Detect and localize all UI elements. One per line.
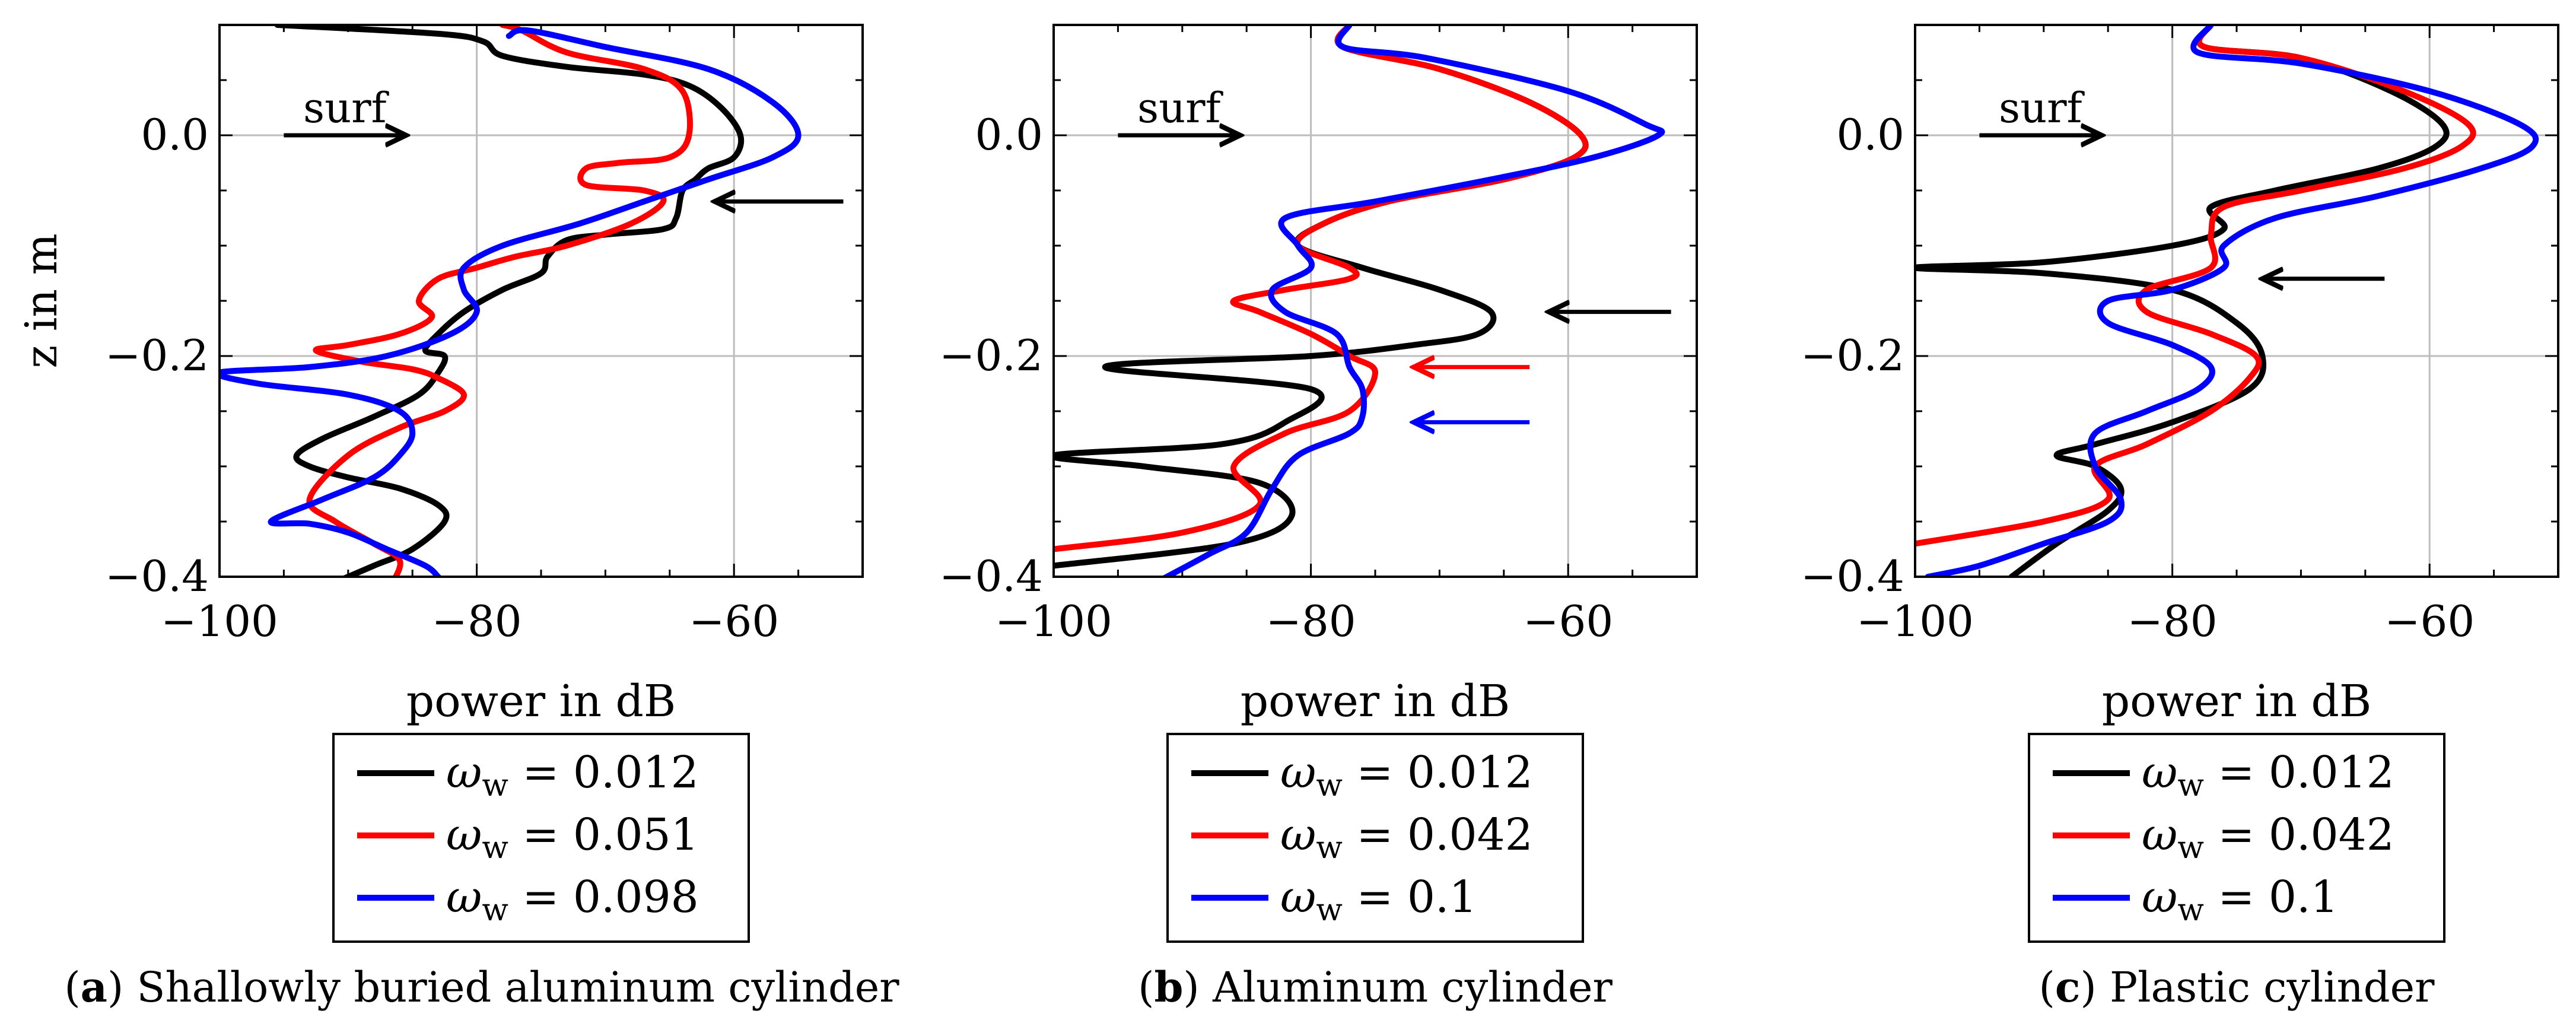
x-tick-label: −60: [2384, 596, 2475, 646]
series-line-1: [1915, 25, 2450, 577]
legend-entry: ωw = 0.012: [2142, 747, 2394, 803]
panel-caption: (a) Shallowly buried aluminum cylinder: [64, 962, 899, 1012]
y-tick-label: 0.0: [975, 110, 1043, 160]
y-tick-label: −0.2: [105, 330, 209, 380]
legend-entry: ωw = 0.1: [1280, 872, 1477, 928]
annotation-label: surf: [1137, 84, 1223, 132]
series-line-3: [1925, 25, 2539, 577]
y-tick-label: −0.4: [1801, 551, 1904, 601]
plot-frame: [1052, 24, 1698, 578]
x-tick-label: −100: [1856, 596, 1974, 646]
legend-entry: ωw = 0.051: [446, 809, 699, 866]
y-tick-label: 0.0: [1836, 110, 1904, 160]
y-axis-label: z in m: [16, 233, 67, 368]
legend-entry: ωw = 0.012: [446, 747, 699, 803]
x-tick-label: −100: [995, 596, 1112, 646]
series-group: [220, 25, 802, 577]
x-tick-label: −80: [2127, 596, 2218, 646]
legend-entry: ωw = 0.012: [1280, 747, 1533, 803]
legend-entry: ωw = 0.042: [2142, 809, 2394, 866]
annotation-label: surf: [303, 84, 389, 132]
x-tick-label: −80: [432, 596, 522, 646]
annotation-label: surf: [1999, 84, 2085, 132]
panel-caption: (c) Plastic cylinder: [2039, 962, 2435, 1012]
plot-frame: [218, 24, 864, 578]
series-group: [1054, 25, 1665, 577]
series-line-1: [274, 25, 745, 577]
y-tick-label: −0.4: [939, 551, 1043, 601]
y-tick-label: −0.2: [939, 330, 1043, 380]
series-line-3: [220, 27, 802, 577]
y-tick-label: −0.4: [105, 551, 209, 601]
legend-entry: ωw = 0.042: [1280, 809, 1533, 866]
panel-caption: (b) Aluminum cylinder: [1138, 962, 1613, 1012]
chart-panel-b: surf −100 −80 −60 −0.4 −0.2 0.0 power in dB ωw =…: [939, 24, 1698, 1012]
x-tick-label: −60: [1523, 596, 1613, 646]
x-tick-label: −80: [1266, 596, 1356, 646]
series-line-1: [1054, 25, 1589, 569]
x-tick-label: −100: [161, 596, 278, 646]
x-axis-label: power in dB: [406, 676, 676, 727]
plot-frame: [1914, 24, 2559, 578]
legend-entry: ωw = 0.1: [2142, 872, 2339, 928]
chart-panel-c: surf −100 −80 −60 −0.4 −0.2 0.0 power in dB ωw =…: [1801, 24, 2559, 1012]
chart-panel-a: surf −100 −80 −60 −0.4 −0.2 0.0 power in dB z in…: [16, 24, 899, 1012]
x-axis-label: power in dB: [2102, 676, 2372, 727]
x-tick-label: −60: [689, 596, 779, 646]
y-tick-label: 0.0: [141, 110, 209, 160]
series-line-2: [306, 25, 693, 577]
series-line-2: [1054, 25, 1589, 552]
series-line-2: [1915, 25, 2476, 547]
y-tick-label: −0.2: [1801, 330, 1904, 380]
legend-entry: ωw = 0.098: [446, 872, 699, 928]
series-line-3: [1160, 25, 1665, 577]
x-axis-label: power in dB: [1241, 676, 1510, 727]
